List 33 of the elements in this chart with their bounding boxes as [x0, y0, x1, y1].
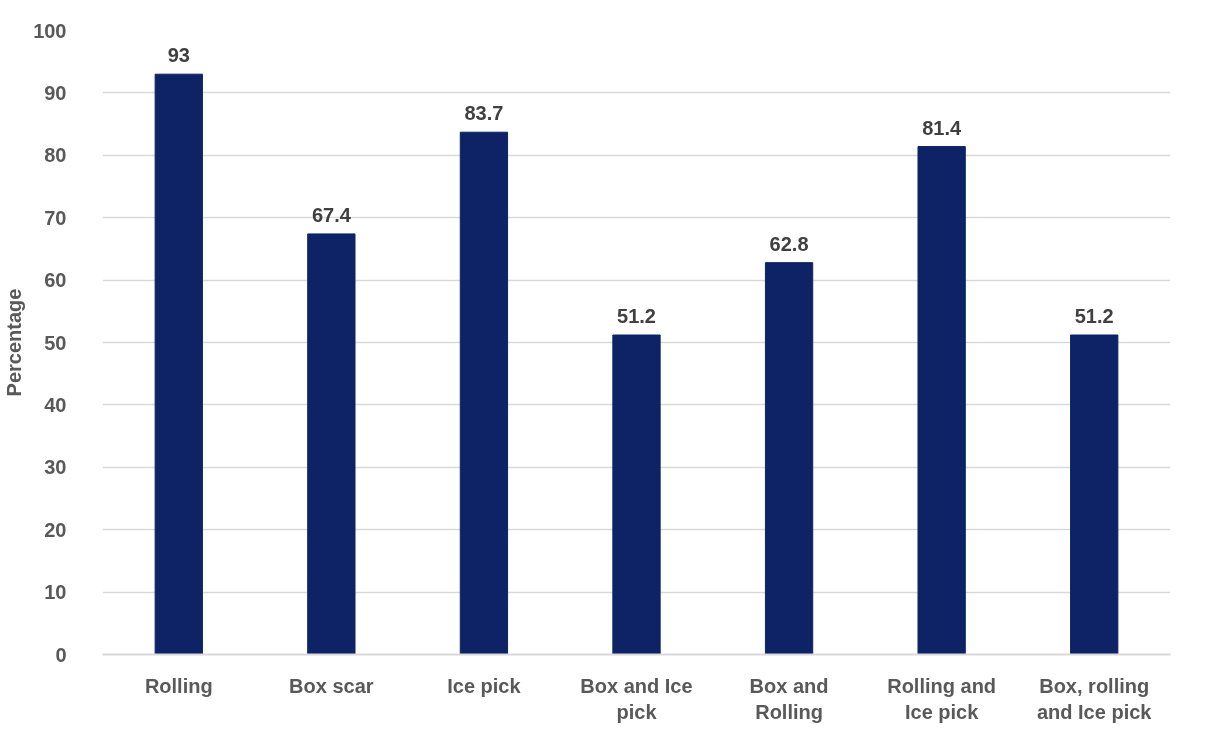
y-tick-label: 50 [44, 331, 67, 354]
y-tick-label: 100 [33, 19, 67, 42]
x-tick-label: Box and Rolling [749, 674, 829, 723]
y-axis-title: Percentage [3, 288, 26, 397]
y-tick-label: 80 [44, 144, 67, 167]
y-tick-label: 60 [44, 269, 67, 292]
y-tick-label: 10 [44, 581, 67, 604]
y-tick-label: 0 [55, 643, 67, 666]
data-label: 51.2 [617, 305, 656, 328]
y-tick-label: 20 [44, 518, 67, 541]
y-tick-label: 70 [44, 206, 67, 229]
y-tick-label: 40 [44, 393, 67, 416]
data-label: 83.7 [464, 102, 504, 125]
data-label: 81.4 [922, 116, 962, 139]
data-label: 67.4 [311, 203, 352, 226]
bar [764, 262, 814, 655]
x-tick-label: Box scar [289, 674, 374, 697]
bar [917, 146, 966, 655]
bar [307, 233, 356, 655]
bar [154, 73, 203, 655]
y-tick-label: 30 [44, 456, 67, 479]
x-tick-label: Box, rolling and Ice pick [1036, 674, 1153, 723]
x-tick-label: Rolling [144, 674, 213, 697]
data-label: 93 [167, 44, 190, 67]
x-tick-label: Ice pick [447, 674, 522, 697]
x-tick-label: Rolling and Ice pick [887, 674, 997, 723]
y-tick-label: 90 [44, 81, 67, 104]
bar [459, 131, 509, 655]
data-label: 62.8 [769, 232, 809, 255]
bar [612, 334, 661, 655]
data-label: 51.2 [1074, 305, 1114, 328]
bar [1070, 334, 1119, 655]
x-tick-label: Box and Ice pick [580, 674, 693, 723]
